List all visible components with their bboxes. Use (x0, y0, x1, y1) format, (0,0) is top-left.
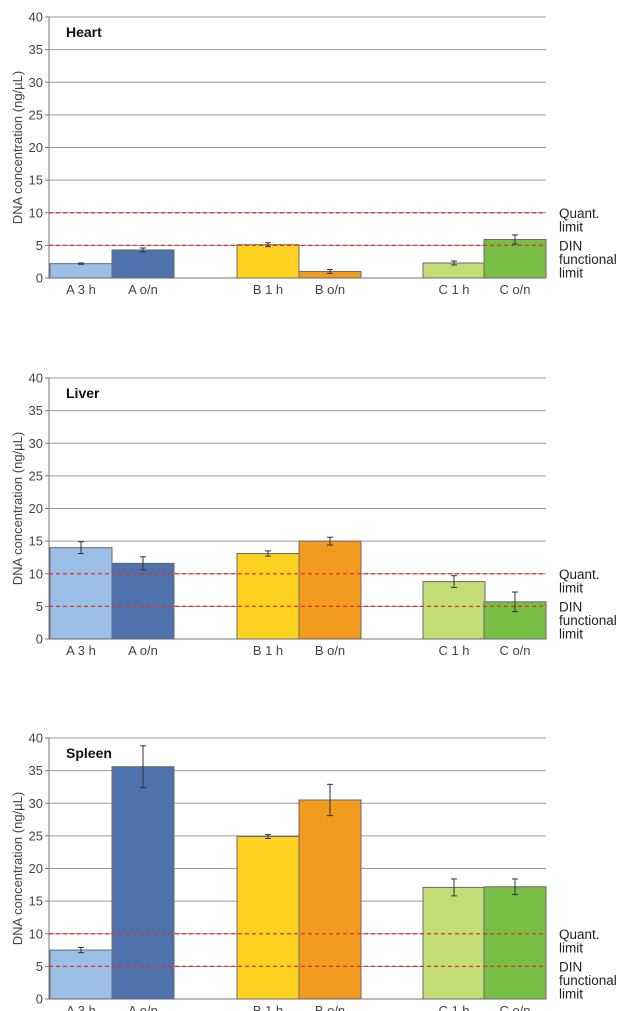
y-tick-label: 5 (36, 599, 43, 614)
bar (483, 886, 547, 1000)
y-tick-label: 15 (29, 534, 43, 549)
bar (49, 263, 113, 279)
y-tick-label: 35 (29, 42, 43, 57)
y-tick-label: 0 (36, 271, 43, 286)
category-label: B 1 h (253, 1003, 283, 1011)
y-axis-label: DNA concentration (ng/µL) (10, 792, 25, 945)
reference-line-label: DIN functional limit (559, 238, 617, 280)
bar (111, 562, 175, 640)
y-tick-label: 15 (29, 173, 43, 188)
category-label: A 3 h (66, 1003, 96, 1011)
reference-line-label: Quant. limit (559, 206, 600, 235)
category-label: A 3 h (66, 643, 96, 658)
y-tick-label: 15 (29, 894, 43, 909)
bar (236, 553, 300, 640)
category-label: A o/n (128, 643, 158, 658)
y-axis-label: DNA concentration (ng/µL) (10, 71, 25, 224)
y-axis-label: DNA concentration (ng/µL) (10, 432, 25, 585)
panel-title: Liver (66, 385, 100, 401)
y-tick-label: 25 (29, 107, 43, 122)
category-label: C o/n (499, 282, 530, 297)
category-label: A 3 h (66, 282, 96, 297)
category-label: B o/n (315, 643, 345, 658)
y-tick-label: 30 (29, 796, 43, 811)
category-label: A o/n (128, 1003, 158, 1011)
bar (236, 836, 300, 1000)
y-tick-label: 40 (29, 371, 43, 386)
y-tick-label: 30 (29, 75, 43, 90)
y-tick-label: 20 (29, 501, 43, 516)
y-tick-label: 0 (36, 632, 43, 647)
reference-line-label: Quant. limit (559, 927, 600, 956)
y-tick-label: 30 (29, 436, 43, 451)
category-label: C o/n (499, 643, 530, 658)
bar (422, 581, 486, 640)
category-label: B 1 h (253, 282, 283, 297)
category-label: C 1 h (438, 643, 469, 658)
y-tick-label: 0 (36, 992, 43, 1007)
panel-heart: 0 5 10 15 20 25 30 35 40 DNA concentration (ng/µL… (10, 10, 617, 298)
y-tick-label: 40 (29, 10, 43, 25)
y-tick-label: 20 (29, 861, 43, 876)
y-tick-label: 20 (29, 140, 43, 155)
panel-title: Spleen (66, 745, 112, 761)
category-label: C o/n (499, 1003, 530, 1011)
category-label: C 1 h (438, 282, 469, 297)
bar (422, 886, 486, 1000)
y-tick-label: 35 (29, 763, 43, 778)
bar (49, 949, 113, 1000)
bar (49, 547, 113, 640)
reference-line-label: Quant. limit (559, 567, 600, 596)
y-tick-label: 25 (29, 468, 43, 483)
reference-line-label: DIN functional limit (559, 599, 617, 641)
panel-spleen: 0 5 10 15 20 25 30 35 40 DNA concentration (ng/µL… (10, 731, 617, 1011)
y-tick-label: 5 (36, 959, 43, 974)
y-tick-label: 10 (29, 566, 43, 581)
category-label: B o/n (315, 1003, 345, 1011)
y-tick-label: 10 (29, 205, 43, 220)
bar (236, 244, 300, 279)
category-label: A o/n (128, 282, 158, 297)
bar (111, 766, 175, 1000)
y-tick-label: 10 (29, 926, 43, 941)
reference-line-label: DIN functional limit (559, 959, 617, 1001)
y-tick-label: 40 (29, 731, 43, 746)
category-label: B 1 h (253, 643, 283, 658)
bar (111, 249, 175, 279)
panel-liver: 0 5 10 15 20 25 30 35 40 DNA concentration (ng/µL… (10, 371, 617, 659)
category-label: C 1 h (438, 1003, 469, 1011)
bar (298, 540, 362, 640)
y-tick-label: 35 (29, 403, 43, 418)
y-tick-label: 25 (29, 828, 43, 843)
bar (298, 799, 362, 1000)
y-tick-label: 5 (36, 238, 43, 253)
panel-title: Heart (66, 24, 102, 40)
category-label: B o/n (315, 282, 345, 297)
